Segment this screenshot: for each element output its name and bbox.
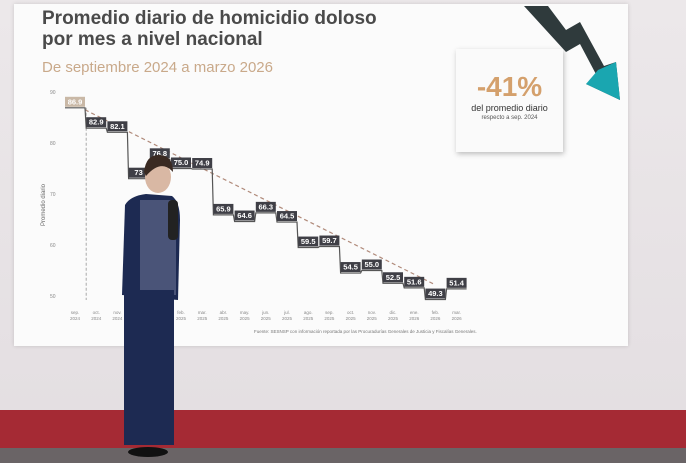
data-label-box: [171, 157, 191, 168]
data-label-box: [446, 277, 467, 288]
callout-card: -41% del promedio diario respecto a sep.…: [456, 49, 563, 152]
x-tick-label: feb.: [177, 310, 185, 315]
data-label: 51.6: [407, 277, 422, 286]
data-label-box: [213, 203, 234, 214]
data-label-box: [192, 158, 213, 169]
x-tick-label: 2025: [176, 316, 187, 321]
data-label: 59.5: [301, 237, 316, 246]
slide-title: Promedio diario de homicidio doloso por m…: [42, 8, 377, 50]
data-label-box: [86, 117, 107, 128]
x-tick-label: jul.: [283, 310, 290, 315]
x-tick-label: dic.: [389, 310, 396, 315]
title-line-2: por mes a nivel nacional: [42, 29, 263, 50]
callout-line1: del promedio diario: [471, 103, 548, 113]
x-tick-label: nov.: [368, 310, 376, 315]
data-label: 86.9: [68, 97, 83, 106]
data-label-box: [319, 235, 340, 246]
x-tick-label: 2025: [197, 316, 208, 321]
data-label: 59.7: [322, 236, 337, 245]
data-label-box: [65, 96, 85, 107]
data-label-box: [107, 121, 128, 132]
x-tick-label: 2024: [112, 316, 123, 321]
title-line-1: Promedio diario de homicidio doloso: [42, 8, 377, 29]
x-tick-label: abr.: [220, 310, 228, 315]
x-tick-label: 2025: [388, 316, 399, 321]
data-label: 82.1: [110, 122, 125, 131]
trend-line: [84, 109, 436, 286]
x-tick-label: oct.: [93, 310, 100, 315]
x-tick-label: 2025: [346, 316, 357, 321]
data-label-box: [149, 148, 170, 159]
down-trend-arrow-icon: [524, 6, 620, 100]
data-label: 54.5: [343, 263, 358, 272]
floor: [0, 448, 686, 463]
data-label-box: [404, 276, 425, 287]
data-label: 55.0: [364, 260, 379, 269]
y-axis-label: Promedio diario: [41, 183, 47, 226]
x-tick-label: 2025: [240, 316, 251, 321]
data-label: 73: [134, 168, 142, 177]
x-tick-label: 2025: [218, 316, 229, 321]
slide-subtitle: De septiembre 2024 a marzo 2026: [42, 59, 273, 76]
x-tick-label: oct.: [347, 310, 354, 315]
x-tick-label: jun.: [261, 310, 269, 315]
y-tick-label: 90: [50, 90, 56, 96]
data-label-box: [425, 288, 446, 299]
step-line: [65, 107, 467, 301]
x-tick-label: may.: [240, 310, 249, 315]
data-label: 64.5: [280, 212, 295, 221]
data-label-box: [340, 262, 361, 273]
x-tick-label: 2026: [452, 316, 463, 321]
x-tick-label: mar.: [452, 310, 461, 315]
arrow-head-teal: [586, 62, 620, 100]
data-label: 52.5: [386, 273, 401, 282]
x-tick-label: feb.: [432, 310, 440, 315]
data-label-box: [298, 236, 319, 247]
data-label-box: [128, 167, 149, 178]
data-label: 75.0: [174, 158, 189, 167]
x-tick-label: 2026: [409, 316, 420, 321]
x-tick-label: 2025: [367, 316, 378, 321]
microphone-icon: [168, 200, 178, 240]
data-label-box: [255, 201, 276, 212]
x-tick-label: ago.: [304, 310, 313, 315]
data-label: 65.9: [216, 204, 231, 213]
x-tick-label: 2025: [303, 316, 314, 321]
data-label: 82.9: [89, 118, 104, 127]
y-tick-label: 50: [50, 294, 56, 300]
presentation-screen: Promedio diario de homicidio doloso por m…: [14, 4, 628, 346]
stage-front: [0, 410, 686, 448]
x-tick-label: 2026: [430, 316, 441, 321]
presenter: [122, 154, 180, 457]
y-tick-label: 60: [50, 243, 56, 249]
data-label: 64.6: [237, 211, 252, 220]
x-tick-label: 2025: [324, 316, 335, 321]
data-label-box: [234, 210, 255, 221]
x-tick-label: 2025: [282, 316, 293, 321]
x-tick-label: sep.: [71, 310, 80, 315]
x-tick-label: sep.: [325, 310, 334, 315]
source-note: Fuente: SESNSP con información reportada…: [254, 329, 477, 334]
y-tick-label: 80: [50, 141, 56, 147]
data-label: 76.8: [152, 149, 167, 158]
x-tick-label: 2024: [91, 316, 102, 321]
data-label: 49.3: [428, 289, 443, 298]
x-tick-label: 2024: [70, 316, 81, 321]
data-label-box: [277, 211, 297, 222]
data-label: 66.3: [258, 202, 273, 211]
data-label: 74.9: [195, 159, 210, 168]
x-tick-label: ene.: [410, 310, 419, 315]
x-tick-label: mar.: [198, 310, 207, 315]
callout-line2: respecto a sep. 2024: [481, 115, 538, 121]
x-tick-label: 2025: [261, 316, 272, 321]
x-tick-label: nov.: [113, 310, 121, 315]
data-label-box: [361, 259, 382, 270]
y-tick-label: 70: [50, 192, 56, 198]
data-label: 51.4: [449, 278, 464, 287]
data-label-box: [383, 272, 403, 283]
callout-value: -41%: [476, 71, 543, 102]
